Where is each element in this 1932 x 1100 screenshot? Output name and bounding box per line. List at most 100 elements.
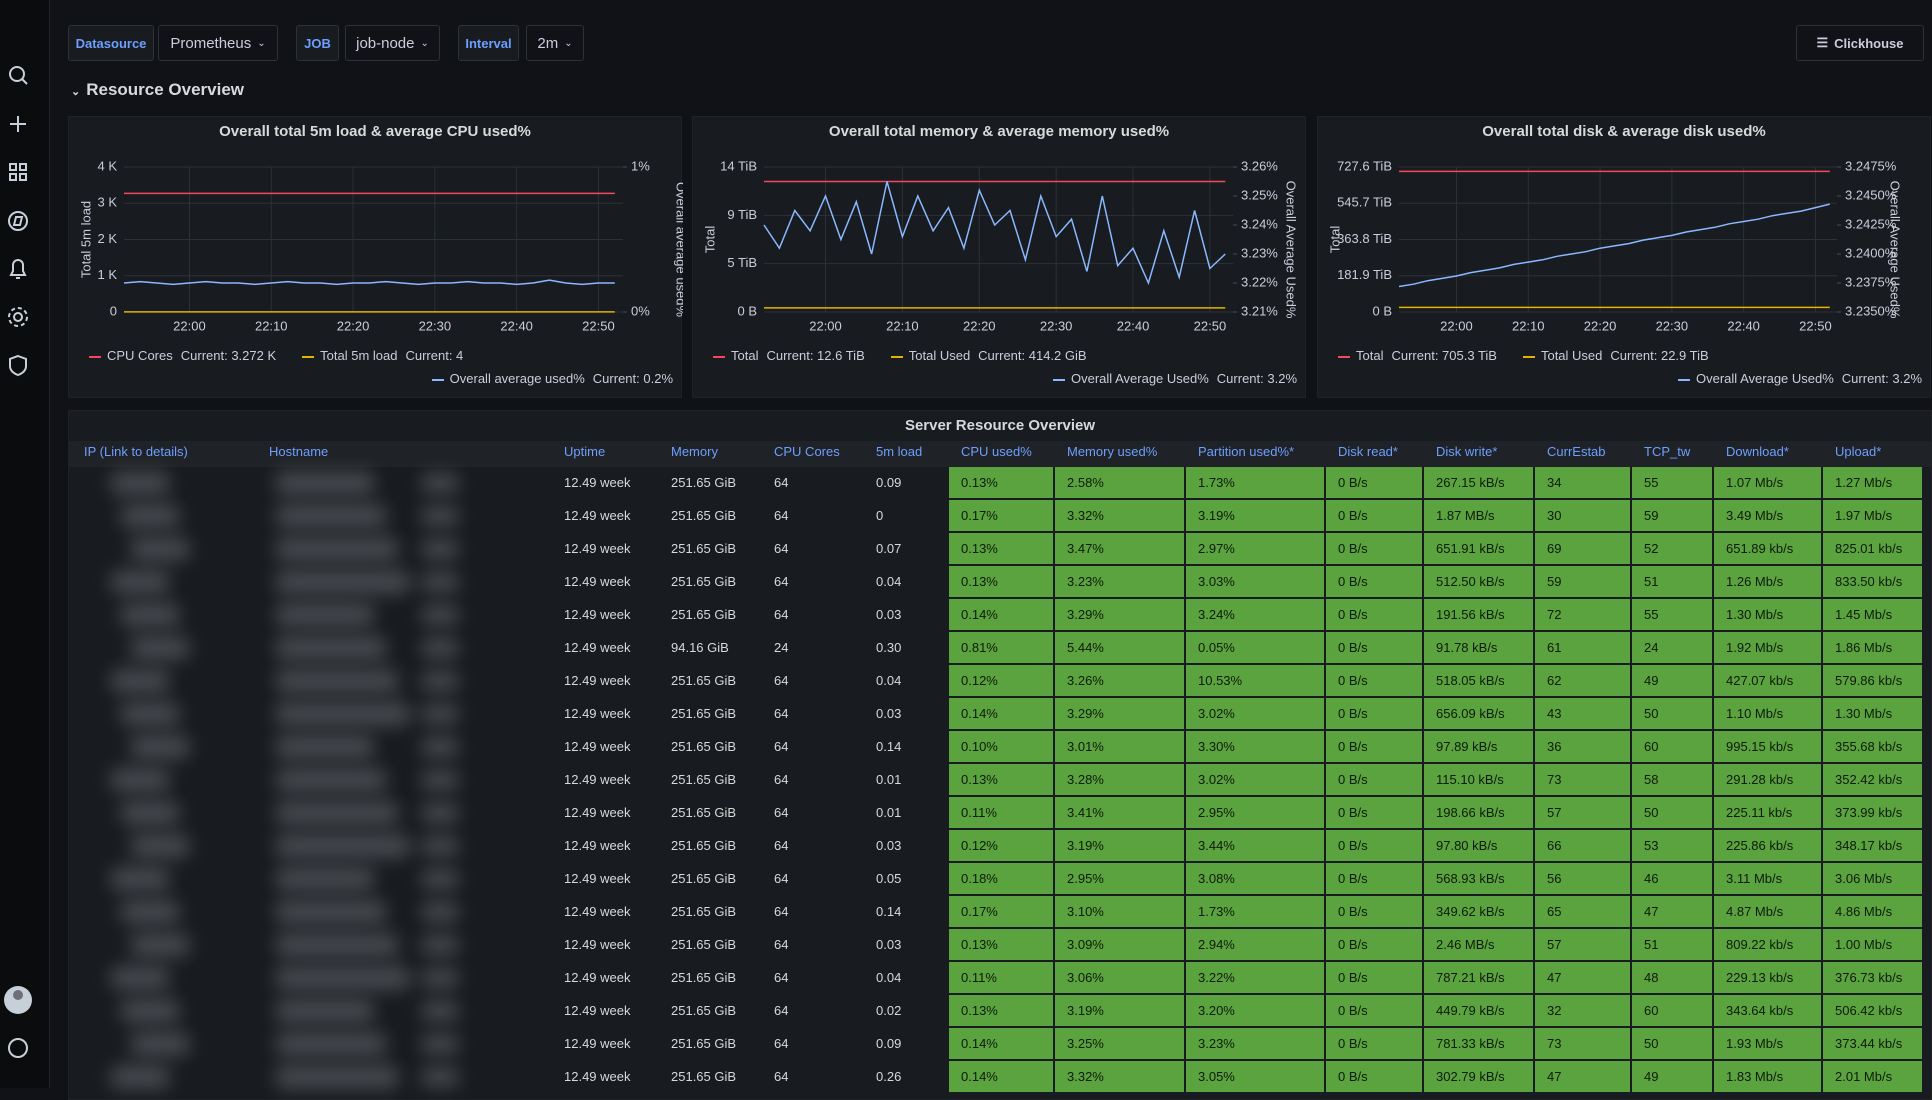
table-cell: 0.04 [864,566,935,597]
y2-tick-label: 3.23% [1241,245,1278,260]
table-cell: 3.02% [1186,698,1324,729]
redacted-hostname [420,638,460,658]
series-line [764,182,1225,284]
series-line [124,280,615,284]
table-cell: 0.14% [949,1028,1053,1059]
legend-item[interactable]: Total UsedCurrent: 414.2 GiB [891,348,1087,363]
y2-tick-label: 3.22% [1241,274,1278,289]
table-cell: 46 [1632,863,1712,894]
redacted-ip [110,570,170,594]
x-tick-label: 22:10 [886,318,919,333]
legend-item[interactable]: CPU CoresCurrent: 3.272 K [89,348,276,363]
table-cell: 0.12% [949,830,1053,861]
y-tick-label: 9 TiB [727,207,757,222]
datasource-dropdown[interactable]: Prometheus⌄ [158,25,278,61]
table-cell: 0 B/s [1326,665,1422,696]
search-icon[interactable] [10,67,27,84]
redacted-hostname [275,570,411,594]
job-dropdown[interactable]: job-node⌄ [345,25,440,61]
table-cell: 0.03 [864,599,935,630]
legend-current: Current: 3.2% [1217,371,1297,386]
table-cell: 833.50 kb/s [1823,566,1922,597]
interval-value: 2m [537,35,558,52]
table-cell: 0.02 [864,995,935,1026]
table-cell: 0.30 [864,632,935,663]
redacted-ip [130,636,190,660]
table-cell: 0.81% [949,632,1053,663]
table-cell: 12.49 week [552,731,657,762]
config-icon[interactable] [9,308,27,326]
legend-name: Total Used [1541,348,1602,363]
table-cell: 91.78 kB/s [1424,632,1533,663]
table-cell: 0 B/s [1326,533,1422,564]
table-cell: 251.65 GiB [659,599,760,630]
table-cell: 0.11% [949,962,1053,993]
table-cell: 302.79 kB/s [1424,1061,1533,1092]
redacted-hostname [275,603,375,627]
legend-item[interactable]: Overall average used%Current: 0.2% [432,371,673,386]
table-cell: 0.14% [949,1061,1053,1092]
column-header: CurrEstab [1547,444,1606,459]
table-cell: 3.44% [1186,830,1324,861]
y2-axis-label: Overall Average Used% [1888,181,1903,319]
explore-icon[interactable] [9,212,27,230]
table-cell: 36 [1535,731,1630,762]
legend-item[interactable]: Total 5m loadCurrent: 4 [302,348,463,363]
table-cell: 3.47% [1055,533,1184,564]
legend-current: Current: 0.2% [593,371,673,386]
table-cell: 61 [1535,632,1630,663]
table-cell: 4.86 Mb/s [1823,896,1922,927]
redacted-hostname [420,473,460,493]
table-cell: 0 B/s [1326,929,1422,960]
x-tick-label: 22:50 [582,318,615,333]
table-cell: 2.46 MB/s [1424,929,1533,960]
column-header: Upload* [1835,444,1881,459]
help-icon[interactable] [9,1039,27,1057]
legend-item[interactable]: Overall Average Used%Current: 3.2% [1678,371,1922,386]
shield-icon[interactable] [10,356,26,375]
dashboard-button[interactable]: ☰Clickhouse [1796,25,1924,61]
table-cell: 3.29% [1055,599,1184,630]
table-cell: 12.49 week [552,929,657,960]
interval-dropdown[interactable]: 2m⌄ [526,25,584,61]
table-cell: 1.10 Mb/s [1714,698,1821,729]
legend-name: Total Used [909,348,970,363]
column-header: CPU used% [961,444,1032,459]
table-cell: 251.65 GiB [659,962,760,993]
redacted-ip [130,933,190,957]
table-cell: 251.65 GiB [659,533,760,564]
redacted-ip [120,999,180,1023]
table-cell: 12.49 week [552,995,657,1026]
table-cell: 64 [762,731,862,762]
legend-item[interactable]: Total UsedCurrent: 22.9 TiB [1523,348,1709,363]
table-cell: 0.13% [949,566,1053,597]
table-cell: 1.92 Mb/s [1714,632,1821,663]
chart: 0 B181.9 TiB363.8 TiB545.7 TiB727.6 TiB3… [1318,117,1932,342]
table-cell: 3.22% [1186,962,1324,993]
table-cell: 809.22 kb/s [1714,929,1821,960]
table-cell: 3.49 Mb/s [1714,500,1821,531]
dashboards-icon[interactable] [10,164,26,180]
y2-axis-label: Overall average used% [674,182,683,318]
table-cell: 0.10% [949,731,1053,762]
y-tick-label: 0 B [737,303,757,318]
alerting-icon[interactable] [11,260,25,278]
column-header: TCP_tw [1644,444,1690,459]
table-cell: 225.11 kb/s [1714,797,1821,828]
table-cell: 1.00 Mb/s [1823,929,1922,960]
legend-item[interactable]: TotalCurrent: 12.6 TiB [713,348,865,363]
table-cell: 3.02% [1186,764,1324,795]
table-cell: 12.49 week [552,1061,657,1092]
legend-item[interactable]: TotalCurrent: 705.3 TiB [1338,348,1497,363]
y2-tick-label: 1% [631,158,650,173]
redacted-ip [110,867,170,891]
legend-item[interactable]: Overall Average Used%Current: 3.2% [1053,371,1297,386]
create-icon[interactable] [10,116,26,132]
legend-name: Total 5m load [320,348,397,363]
table-cell: 787.21 kB/s [1424,962,1533,993]
redacted-hostname [275,735,375,759]
section-header[interactable]: ⌄Resource Overview [71,80,244,100]
redacted-hostname [420,935,460,955]
datasource-value: Prometheus [170,35,251,52]
y-tick-label: 14 TiB [720,158,757,173]
